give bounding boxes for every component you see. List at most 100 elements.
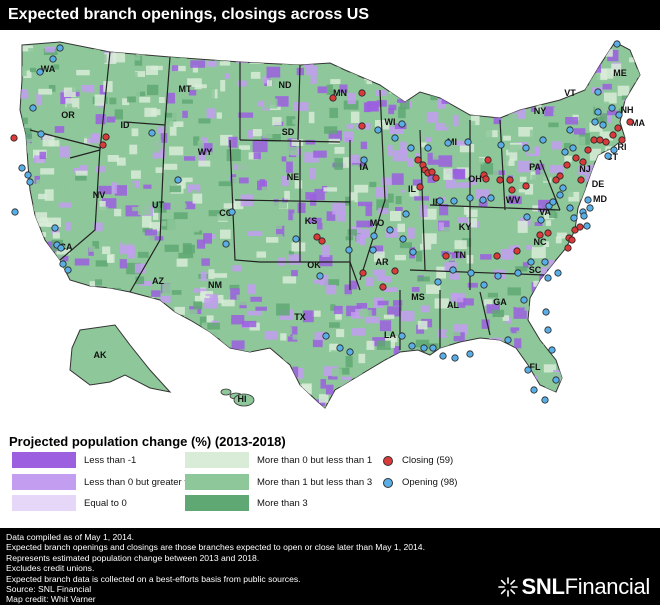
county-cell xyxy=(491,151,503,162)
county-cell xyxy=(565,332,579,342)
county-cell xyxy=(620,274,632,280)
legend-swatch xyxy=(185,495,249,511)
county-cell xyxy=(288,209,295,221)
county-cell xyxy=(98,185,112,195)
state-border xyxy=(409,269,546,276)
county-cell xyxy=(57,192,67,204)
county-cell xyxy=(288,250,294,257)
county-cell xyxy=(391,173,404,185)
county-cell xyxy=(349,280,358,290)
county-cell xyxy=(174,306,185,315)
county-cell xyxy=(450,293,465,303)
county-cell xyxy=(26,271,40,279)
county-cell xyxy=(230,353,238,359)
hawaii-island xyxy=(220,388,232,396)
county-cell xyxy=(291,139,304,146)
county-cell xyxy=(48,140,60,147)
county-cell xyxy=(155,167,165,173)
hawaii-island xyxy=(233,393,255,407)
county-cell xyxy=(324,279,340,286)
closing-branch-dot xyxy=(568,236,576,244)
county-cell xyxy=(430,367,444,373)
county-cell xyxy=(551,372,563,381)
county-cell xyxy=(44,189,54,201)
opening-branch-dot xyxy=(566,126,574,134)
county-cell xyxy=(579,119,594,127)
county-cell xyxy=(586,392,602,400)
county-cell xyxy=(185,201,196,210)
county-cell xyxy=(23,344,38,350)
opening-branch-dot xyxy=(613,40,621,48)
county-cell xyxy=(310,175,324,187)
county-cell xyxy=(390,211,401,222)
county-cell xyxy=(503,295,513,304)
county-cell xyxy=(163,202,171,210)
county-cell xyxy=(629,167,640,176)
closing-branch-dot xyxy=(414,156,422,164)
county-cell xyxy=(285,97,300,102)
county-cell xyxy=(605,394,614,405)
county-cell xyxy=(38,304,53,314)
county-cell xyxy=(285,146,298,155)
opening-branch-dot xyxy=(480,281,488,289)
county-cell xyxy=(399,56,415,66)
county-cell xyxy=(33,204,42,212)
county-cell xyxy=(499,234,506,241)
opening-branch-dot xyxy=(554,269,562,277)
county-cell xyxy=(131,128,139,137)
county-cell xyxy=(625,257,639,264)
county-cell xyxy=(441,227,456,236)
closing-branch-dot xyxy=(496,176,504,184)
county-cell xyxy=(394,254,406,261)
legend-swatch xyxy=(185,452,249,468)
county-cell xyxy=(134,55,143,66)
county-cell xyxy=(104,52,117,64)
county-cell xyxy=(92,241,99,249)
closing-branch-dot xyxy=(313,233,321,241)
county-cell xyxy=(65,107,78,114)
county-cell xyxy=(160,221,167,227)
county-cell xyxy=(376,199,389,211)
county-cell xyxy=(491,362,500,370)
state-label-ia: IA xyxy=(360,162,370,172)
county-cell xyxy=(418,43,428,52)
county-cell xyxy=(388,368,396,379)
county-cell xyxy=(566,189,574,197)
county-cell xyxy=(94,94,105,106)
county-cell xyxy=(118,401,133,407)
opening-branch-dot xyxy=(436,197,444,205)
county-cell xyxy=(90,288,103,297)
county-cell xyxy=(180,227,195,235)
county-cell xyxy=(192,65,198,73)
county-cell xyxy=(88,246,95,252)
county-cell xyxy=(401,297,411,305)
closing-branch-dot xyxy=(536,231,544,239)
county-cell xyxy=(207,342,220,353)
county-cell xyxy=(345,236,354,241)
county-cell xyxy=(339,367,350,375)
state-label-az: AZ xyxy=(152,276,164,286)
county-cell xyxy=(542,317,552,325)
county-cell xyxy=(375,373,384,383)
state-label-wy: WY xyxy=(198,147,213,157)
county-cell xyxy=(578,166,589,176)
county-cell xyxy=(356,303,368,309)
county-cell xyxy=(305,65,318,76)
state-label-id: ID xyxy=(121,120,131,130)
county-cell xyxy=(429,390,443,402)
county-cell xyxy=(426,284,441,294)
county-cell xyxy=(220,80,226,92)
opening-branch-dot xyxy=(530,386,538,394)
county-cell xyxy=(468,218,478,228)
county-cell xyxy=(100,149,109,158)
county-cell xyxy=(585,397,594,408)
county-cell xyxy=(54,126,65,133)
county-cell xyxy=(406,64,416,76)
county-cell xyxy=(137,251,149,258)
closing-branch-dot xyxy=(618,136,626,144)
county-cell xyxy=(184,309,198,318)
county-cell xyxy=(551,287,563,296)
county-cell xyxy=(239,311,246,317)
county-cell xyxy=(229,333,236,343)
